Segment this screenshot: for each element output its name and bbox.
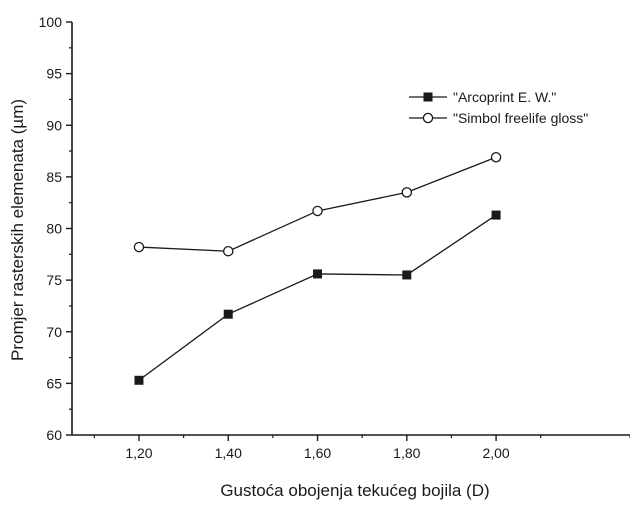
legend-label: "Arcoprint E. W." <box>453 89 556 105</box>
x-tick-label: 2,00 <box>482 445 509 461</box>
y-tick-label: 80 <box>46 221 62 237</box>
y-tick-label: 70 <box>46 324 62 340</box>
data-point <box>133 241 145 253</box>
x-tick-label: 1,20 <box>125 445 152 461</box>
legend-marker <box>423 92 433 102</box>
y-axis-title: Promjer rasterskih elemenata (µm) <box>8 99 27 361</box>
y-tick-label: 60 <box>46 427 62 443</box>
data-point <box>312 205 323 217</box>
data-point <box>491 210 501 220</box>
series-layer <box>133 152 502 385</box>
data-point <box>134 375 144 385</box>
data-point <box>222 245 234 257</box>
y-tick-label: 90 <box>46 117 62 133</box>
y-tick-label: 85 <box>46 169 62 185</box>
x-tick-label: 1,60 <box>304 445 331 461</box>
legend-marker <box>422 112 434 124</box>
legend-label: "Simbol freelife gloss" <box>453 110 588 126</box>
chart-axes <box>71 22 630 436</box>
data-point <box>401 187 413 198</box>
y-tick-label: 65 <box>46 375 62 391</box>
x-axis-ticks: 1,20 1,40 1,60 1,80 2,00 <box>93 435 630 461</box>
data-point <box>313 269 323 279</box>
series-line <box>138 214 497 381</box>
data-point <box>402 270 412 280</box>
data-point <box>223 309 233 319</box>
series-2 <box>133 152 502 257</box>
y-tick-label: 95 <box>46 66 62 82</box>
y-tick-label: 75 <box>46 272 62 288</box>
y-tick-label: 100 <box>39 14 63 30</box>
series-line <box>138 156 497 252</box>
legend: "Arcoprint E. W." "Simbol freelife gloss" <box>409 89 588 126</box>
y-axis-ticks: 60 65 70 75 80 85 90 95 100 <box>39 14 72 443</box>
x-tick-label: 1,40 <box>215 445 242 461</box>
data-point <box>490 152 502 163</box>
x-tick-label: 1,80 <box>393 445 420 461</box>
x-axis-title: Gustoća obojenja tekućeg bojila (D) <box>220 481 489 500</box>
series-1 <box>134 210 501 385</box>
